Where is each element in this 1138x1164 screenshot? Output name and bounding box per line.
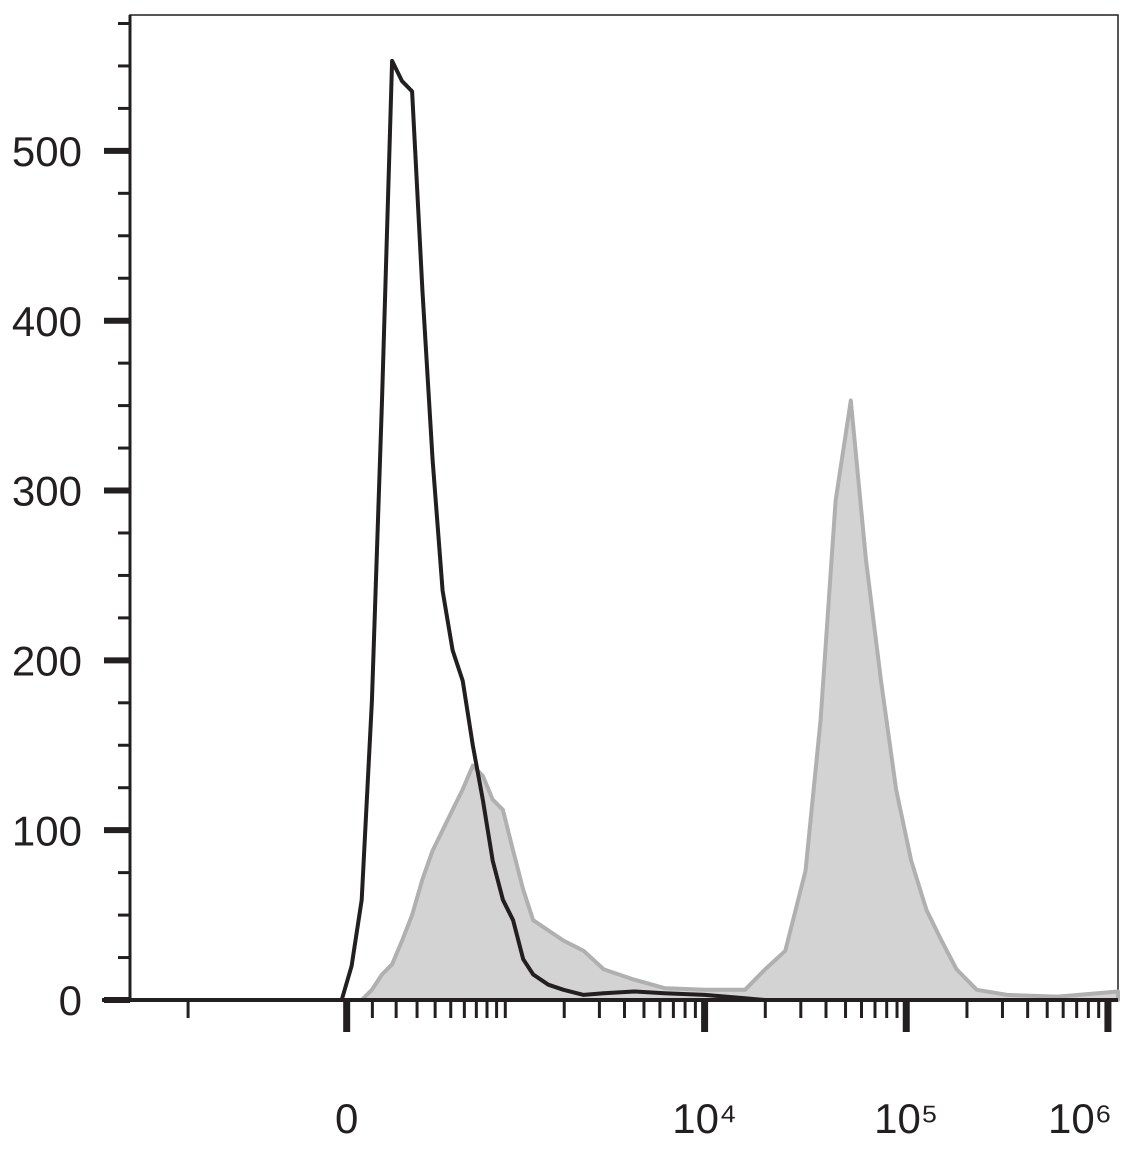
- histogram-area: [128, 398, 1120, 1002]
- y-tick-label: 400: [12, 298, 82, 345]
- y-tick-label: 200: [12, 637, 82, 684]
- y-tick-label: 100: [12, 807, 82, 854]
- y-tick-label: 0: [59, 977, 82, 1024]
- histogram-line: [130, 58, 1118, 1002]
- x-tick-label: 10⁴: [672, 1095, 737, 1142]
- plot-area: [128, 58, 1120, 1002]
- plot-frame: [129, 14, 1119, 1001]
- y-tick-label: 500: [12, 128, 82, 175]
- x-tick-label: 10⁶: [1048, 1095, 1112, 1142]
- x-tick-label: 10⁵: [874, 1095, 938, 1142]
- y-tick-label: 300: [12, 468, 82, 515]
- x-tick-label: 0: [335, 1095, 358, 1142]
